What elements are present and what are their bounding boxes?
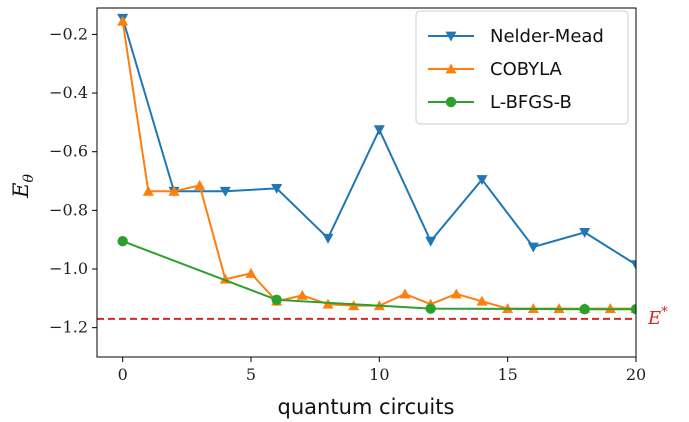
x-tick-label: 10 xyxy=(369,365,389,384)
data-point-nelder-mead-10 xyxy=(630,260,636,271)
data-point-cobyla-11 xyxy=(399,288,411,299)
legend-swatch-marker-nelder-mead xyxy=(445,31,457,42)
y-tick-label: −1.2 xyxy=(49,318,88,337)
data-point-nelder-mead-9 xyxy=(579,227,591,238)
data-point-nelder-mead-2 xyxy=(219,186,231,197)
data-point-nelder-mead-6 xyxy=(425,236,437,247)
y-tick-label: −1.0 xyxy=(49,259,88,278)
y-axis-label-main: E xyxy=(9,183,33,199)
data-point-cobyla-3 xyxy=(194,179,206,190)
data-point-cobyla-14 xyxy=(476,295,488,306)
data-point-cobyla-13 xyxy=(450,288,462,299)
series-l-bfgs-b xyxy=(117,235,636,315)
legend-frame xyxy=(415,10,629,125)
data-point-cobyla-19 xyxy=(604,303,616,314)
legend-swatch-marker-cobyla xyxy=(445,63,457,74)
series-line-l-bfgs-b xyxy=(122,240,636,311)
data-point-l-bfgs-b-4 xyxy=(630,303,636,315)
legend-label-nelder-mead: Nelder-Mead xyxy=(490,26,604,47)
y-tick-label: −0.2 xyxy=(49,24,88,43)
axes-frame xyxy=(96,7,637,358)
reference-line-label: E* xyxy=(647,305,668,329)
legend-label-l-bfgs-b: L-BFGS-B xyxy=(490,92,572,113)
data-point-cobyla-5 xyxy=(245,267,257,278)
x-tick-label: 5 xyxy=(246,365,256,384)
data-point-l-bfgs-b-3 xyxy=(579,303,590,315)
series-nelder-mead xyxy=(117,13,636,271)
data-point-nelder-mead-8 xyxy=(527,242,539,253)
reference-label-superscript: * xyxy=(661,305,668,320)
data-point-cobyla-1 xyxy=(142,185,154,196)
data-point-nelder-mead-4 xyxy=(322,233,334,244)
legend: Nelder-Mead COBYLA L-BFGS-B xyxy=(415,10,629,125)
data-point-cobyla-2 xyxy=(168,185,180,196)
data-point-cobyla-0 xyxy=(117,15,129,26)
data-point-nelder-mead-3 xyxy=(271,183,283,194)
data-point-nelder-mead-7 xyxy=(476,175,488,186)
y-axis-label: Eθ xyxy=(9,174,37,199)
x-tick-label: 0 xyxy=(118,365,128,384)
y-axis-label-subscript: θ xyxy=(21,174,37,183)
data-point-nelder-mead-5 xyxy=(373,125,385,136)
legend-label-cobyla: COBYLA xyxy=(490,59,563,80)
data-point-l-bfgs-b-2 xyxy=(425,303,436,314)
plot-area xyxy=(97,13,636,320)
x-tick-label: 15 xyxy=(497,365,517,384)
data-point-cobyla-17 xyxy=(553,303,565,314)
data-point-cobyla-7 xyxy=(296,289,308,300)
y-tick-label: −0.8 xyxy=(49,200,88,219)
y-tick-label: −0.4 xyxy=(49,83,88,102)
data-point-l-bfgs-b-1 xyxy=(271,294,282,306)
axis-ticks: 0 5 10 15 20 −0.2 −0.4 −0.6 −0.8 −1.0 −1.2 xyxy=(49,24,646,384)
legend-swatches xyxy=(428,31,474,108)
y-tick-label: −0.6 xyxy=(49,142,88,161)
data-point-l-bfgs-b-0 xyxy=(117,235,128,247)
legend-swatch-marker-l-bfgs-b xyxy=(445,96,457,108)
x-tick-label: 20 xyxy=(626,365,646,384)
reference-label-main: E xyxy=(647,308,661,329)
x-axis-label: quantum circuits xyxy=(278,395,455,419)
